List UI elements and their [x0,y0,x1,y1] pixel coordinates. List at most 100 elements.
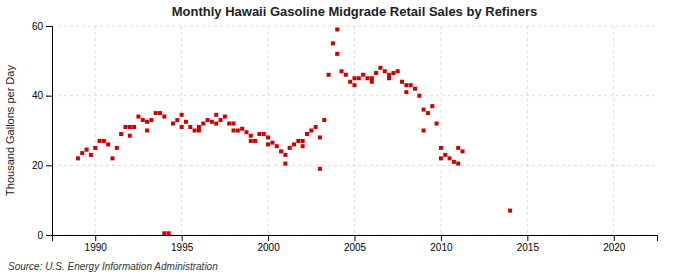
point [132,125,136,129]
point [331,41,335,45]
x-tick: 1990 [85,235,108,253]
point [214,122,218,126]
point [80,151,84,155]
y-tick-mark [46,165,52,166]
y-grid-line [52,165,657,166]
point [158,111,162,115]
point [193,129,197,133]
point [197,125,201,129]
point [422,108,426,112]
point [430,104,434,108]
point [279,149,283,153]
x-tick-mark [268,235,269,241]
point [171,122,175,126]
x-tick: 2015 [517,235,540,253]
x-tick: 2020 [603,235,626,253]
point [145,129,149,133]
point [175,118,179,122]
annotation: Source: U.S. Energy Information Administ… [8,261,218,272]
point [370,76,374,80]
point [249,134,253,138]
point [206,118,210,122]
point [115,146,119,150]
chart: 19901995200020052010201520200204060Month… [0,0,675,275]
point [391,71,395,75]
y-grid-line [52,26,657,27]
point [404,83,408,87]
point [448,156,452,160]
x-tick-label: 1990 [85,242,108,253]
point [154,111,158,115]
point [180,125,184,129]
x-tick-label: 2005 [344,242,367,253]
x-axis: 1990199520002005201020152020 [53,235,658,253]
point [365,76,369,80]
x-tick-mark [95,235,96,241]
x-tick-label: 2020 [603,242,626,253]
point [253,139,257,143]
point [188,125,192,129]
x-grid-line [268,26,269,235]
x-tick: 2005 [344,235,367,253]
y-tick-label: 60 [32,21,44,32]
point [141,118,145,122]
x-tick-mark [355,235,356,241]
x-tick-label: 2000 [257,242,280,253]
y-grid-line [52,95,657,96]
point [210,120,214,124]
point [292,142,296,146]
point [162,231,166,235]
point [219,118,223,122]
point [249,139,253,143]
point [240,127,244,131]
point [400,80,404,84]
point [318,135,322,139]
point [288,146,292,150]
x-axis-line [53,236,658,242]
point [305,132,309,136]
y-tick: 20 [32,160,52,171]
plot-area: 19901995200020052010201520200204060 [32,21,658,253]
x-tick-label: 2015 [517,242,540,253]
point [309,129,313,133]
point [128,134,132,138]
y-axis-title: Thousand Gallons per Day [4,65,16,196]
point [374,71,378,75]
point [149,118,153,122]
y-tick-label: 40 [32,90,44,101]
point [197,129,201,133]
point [322,118,326,122]
points [76,27,512,235]
point [396,69,400,73]
point [314,125,318,129]
point [266,142,270,146]
point [180,113,184,117]
point [443,153,447,157]
point [435,122,439,126]
point [378,66,382,70]
point [426,111,430,115]
point [301,139,305,143]
grid [52,26,657,235]
point [262,132,266,136]
point [85,148,89,152]
x-tick-mark [182,235,183,241]
x-grid-line [527,26,528,235]
x-tick-mark [527,235,528,241]
point [136,115,140,119]
x-tick-label: 1995 [171,242,194,253]
y-tick-mark [46,235,52,236]
point [257,132,261,136]
y-axis-line [46,27,53,236]
point [236,129,240,133]
point [409,83,413,87]
point [283,153,287,157]
point [370,80,374,84]
point [232,129,236,133]
x-grid-line [354,26,355,235]
point [456,162,460,166]
y-tick-mark [46,96,52,97]
point [111,156,115,160]
point [361,73,365,77]
point [123,125,127,129]
